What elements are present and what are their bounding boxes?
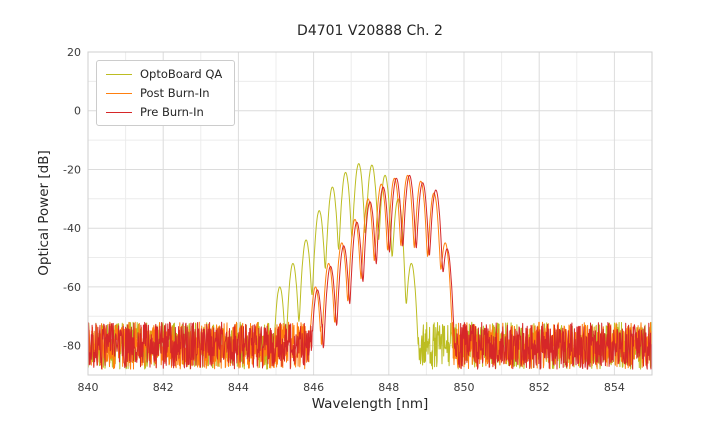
x-tick-label: 848 xyxy=(378,381,399,394)
x-tick-label: 842 xyxy=(153,381,174,394)
legend-label: Post Burn-In xyxy=(140,86,210,100)
x-tick-label: 852 xyxy=(529,381,550,394)
y-tick-label: 20 xyxy=(67,46,81,59)
y-tick-label: -20 xyxy=(63,164,81,177)
legend-label: Pre Burn-In xyxy=(140,105,204,119)
series-path-post-burn-in xyxy=(87,174,653,370)
legend-item: Pre Burn-In xyxy=(106,105,222,119)
x-tick-label: 850 xyxy=(454,381,475,394)
x-axis-label: Wavelength [nm] xyxy=(311,396,429,412)
legend-line-swatch xyxy=(106,111,132,113)
series-path-pre-burn-in xyxy=(87,174,653,370)
plot-frame xyxy=(87,51,653,376)
legend-item: Post Burn-In xyxy=(106,86,222,100)
y-tick-label: -60 xyxy=(63,281,81,294)
legend-label: OptoBoard QA xyxy=(140,67,223,81)
y-tick-label: 0 xyxy=(74,105,81,118)
x-tick-label: 854 xyxy=(604,381,625,394)
legend-item: OptoBoard QA xyxy=(106,67,222,81)
legend-line-swatch xyxy=(106,73,132,75)
y-axis-label: Optical Power [dB] xyxy=(36,150,52,276)
x-tick-label: 844 xyxy=(228,381,249,394)
x-tick-label: 840 xyxy=(78,381,99,394)
x-tick-label: 846 xyxy=(303,381,324,394)
y-tick-label: -80 xyxy=(63,340,81,353)
legend: OptoBoard QA Post Burn-In Pre Burn-In xyxy=(96,60,236,126)
chart-title: D4701 V20888 Ch. 2 xyxy=(297,23,443,39)
legend-line-swatch xyxy=(106,92,132,94)
y-tick-label: -40 xyxy=(63,222,81,235)
